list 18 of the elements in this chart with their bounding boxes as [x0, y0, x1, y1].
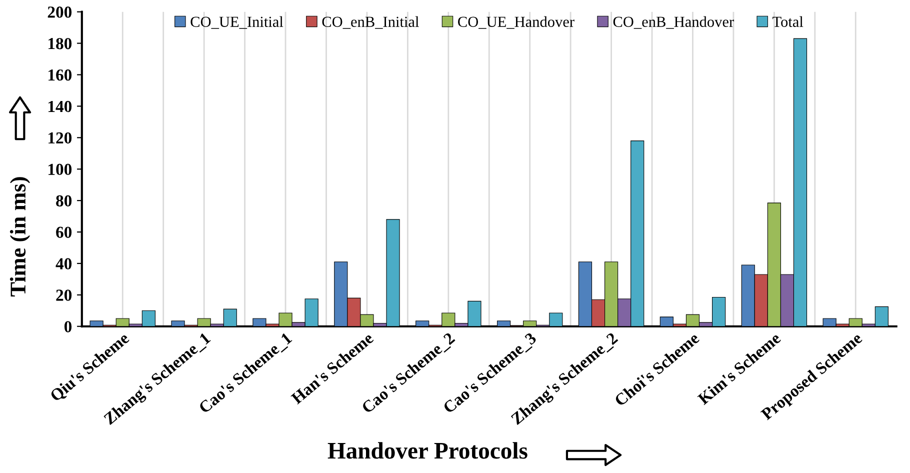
y-tick-label: 80 — [56, 195, 72, 206]
y-axis-title: Time (in ms) — [10, 177, 30, 296]
legend-label: CO_enB_Initial — [322, 16, 419, 29]
y-tick-label: 200 — [48, 6, 72, 18]
y-tick-label: 40 — [56, 258, 72, 270]
legend-label: CO_UE_Initial — [190, 16, 284, 29]
y-tick-label: 140 — [48, 100, 72, 112]
x-axis-title: Handover Protocols — [328, 442, 528, 459]
y-tick-label: 0 — [64, 321, 72, 332]
y-tick-label: 20 — [56, 290, 72, 301]
y-tick-label: 160 — [48, 69, 72, 81]
legend-label: CO_enB_Handover — [613, 16, 734, 29]
y-tick-label: 100 — [48, 164, 72, 176]
y-tick-label: 120 — [48, 132, 72, 144]
y-tick-label: 180 — [48, 38, 72, 50]
legend-label: CO_UE_Handover — [458, 16, 574, 29]
legend-label: Total — [772, 16, 804, 27]
y-tick-label: 60 — [56, 226, 72, 238]
